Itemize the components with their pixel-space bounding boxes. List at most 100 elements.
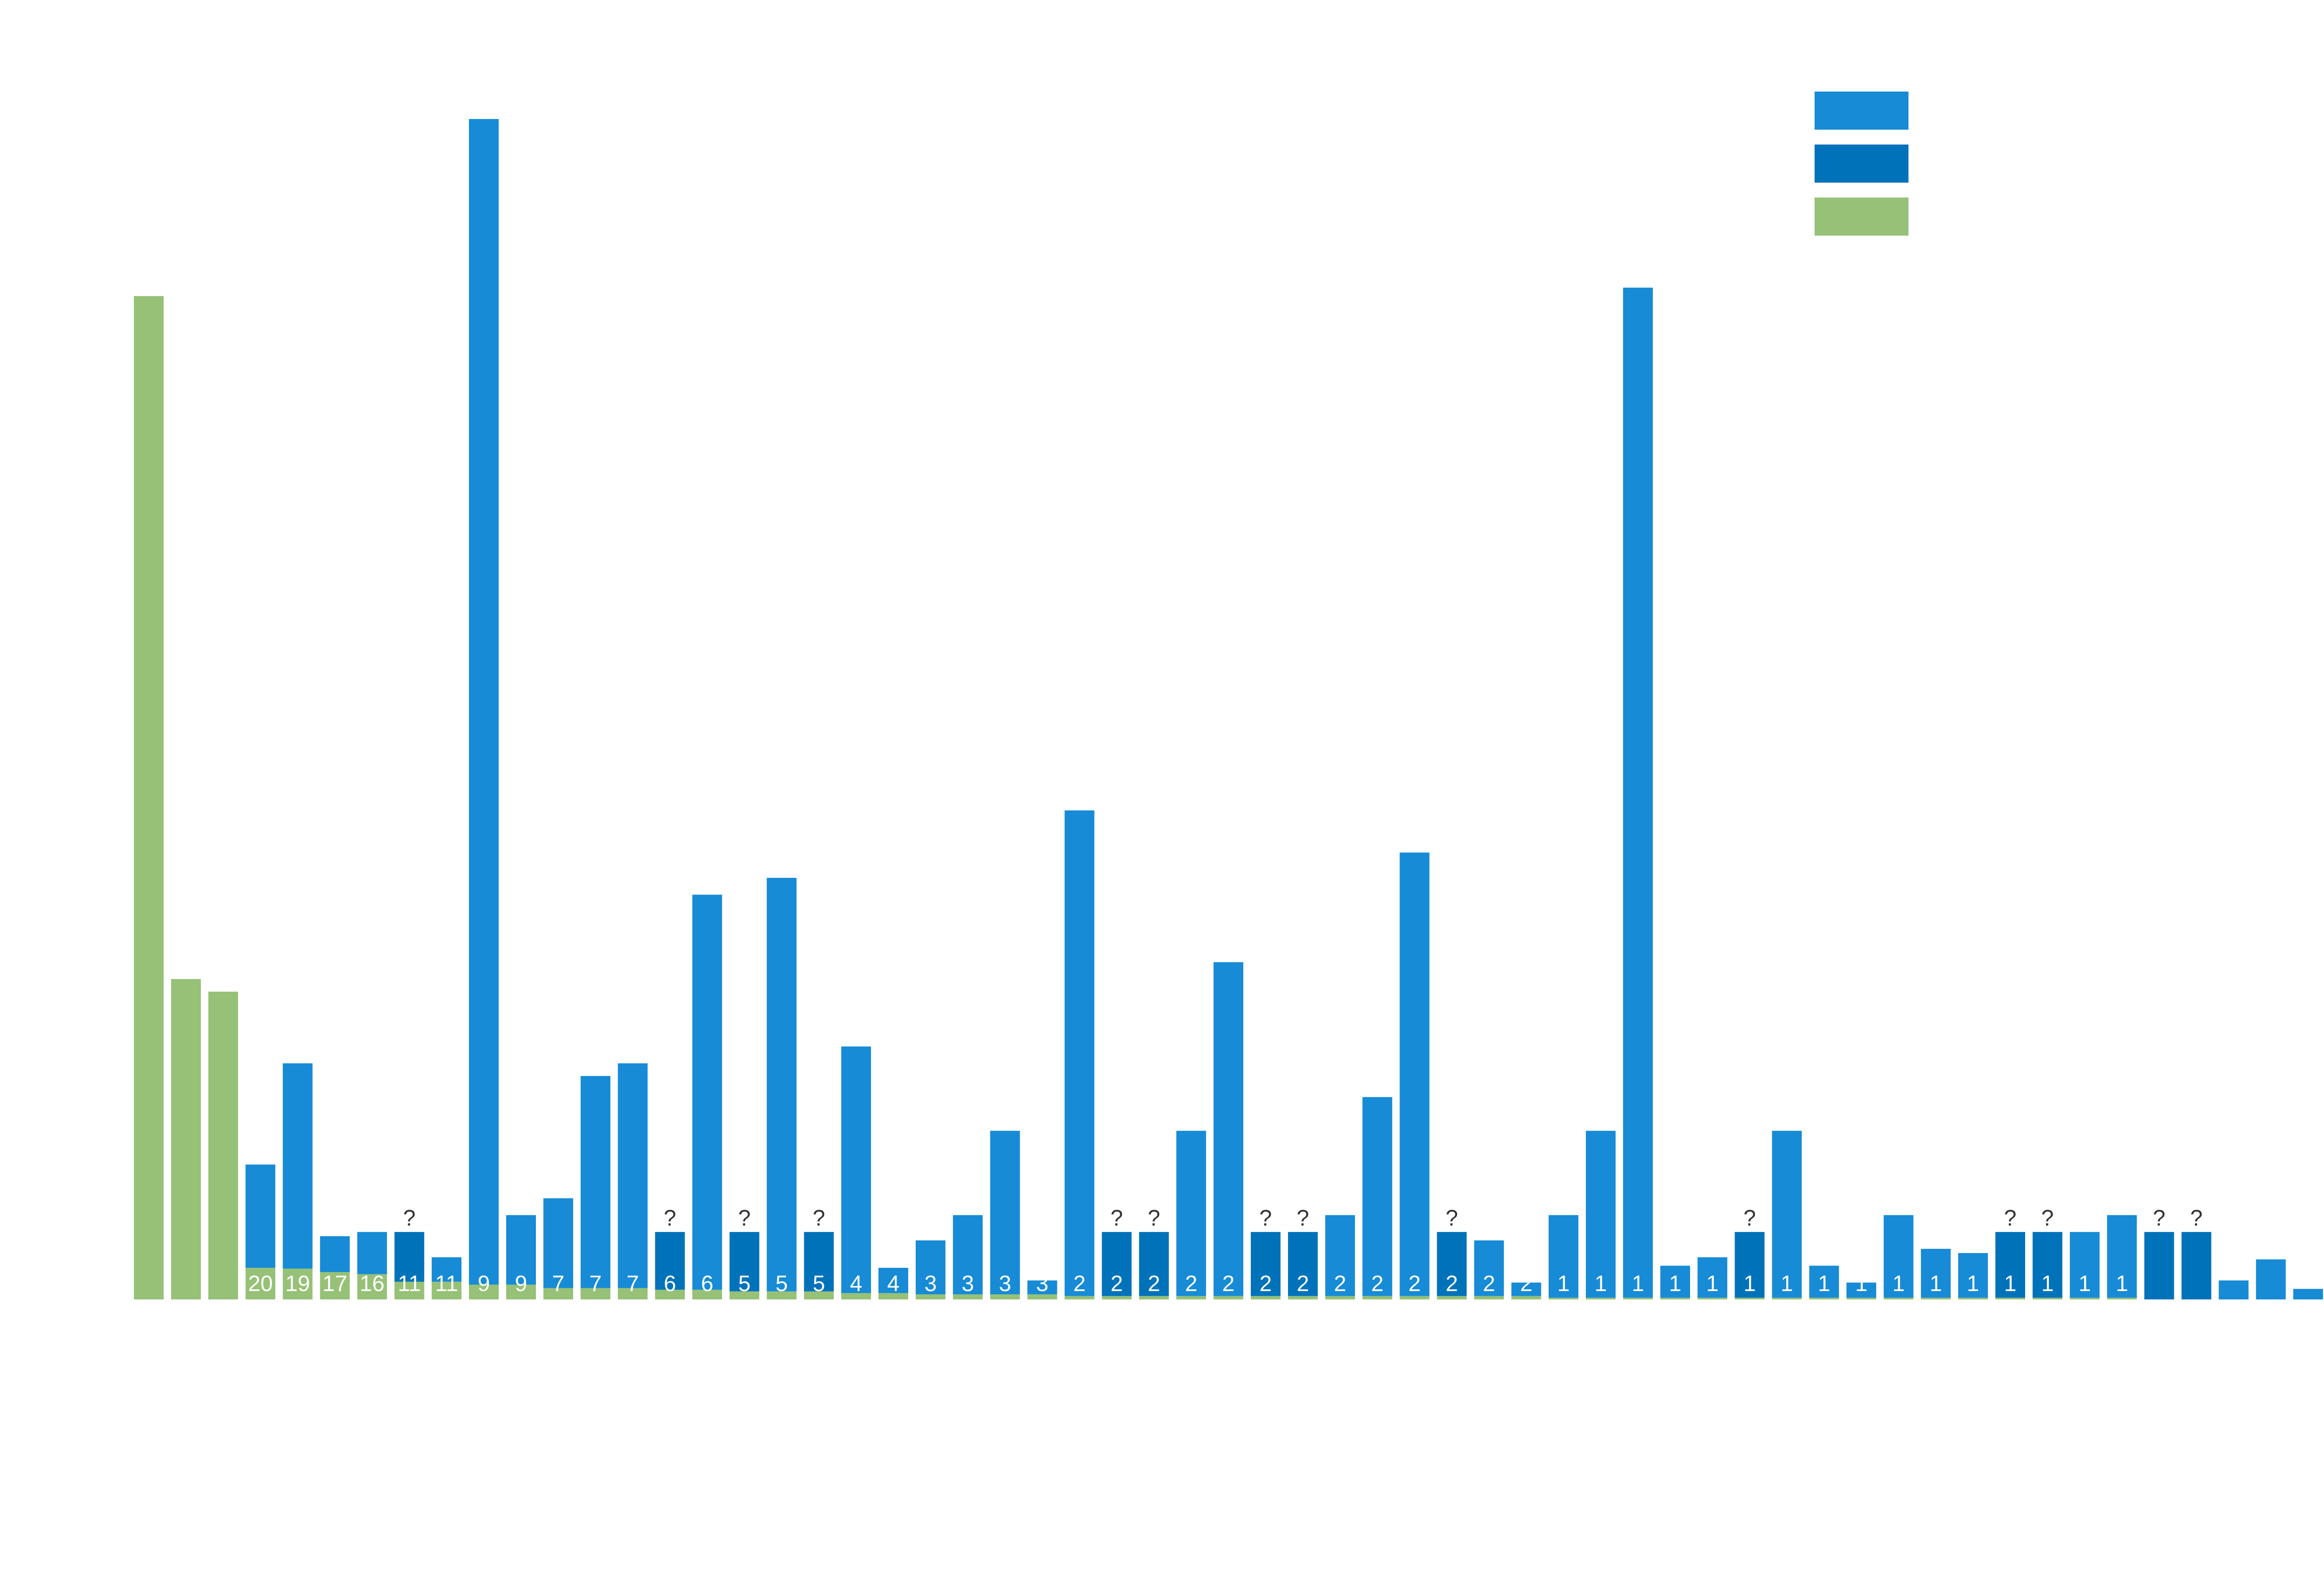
bar-value-label: 2 <box>1110 1272 1123 1296</box>
unknown-value-marker: ? <box>812 1206 825 1231</box>
bar-segment-blue <box>1362 1097 1393 1296</box>
bar-value-label: 2 <box>1520 1272 1532 1296</box>
bar-value-label: 1 <box>1967 1272 1980 1296</box>
bar-segment-green <box>2070 1298 2100 1299</box>
bar-segment-green <box>320 1272 350 1299</box>
bar-7: 16 <box>357 1232 387 1299</box>
bar-segment-blue <box>245 1164 276 1268</box>
bar-segment-blue <box>1400 852 1430 1296</box>
bar-segment-blue <box>1437 1232 1467 1296</box>
bar-segment-green <box>2107 1298 2137 1299</box>
bar-value-label: 20 <box>248 1272 273 1296</box>
bar-45: 1 <box>1772 1131 1802 1299</box>
bar-26: 2 <box>1064 810 1095 1299</box>
bar-segment-green <box>245 1267 276 1299</box>
bar-segment-blue <box>1548 1215 1578 1298</box>
bar-segment-green <box>1176 1296 1206 1299</box>
bar-14: 7 <box>618 1063 648 1299</box>
bar-segment-green <box>953 1294 983 1299</box>
bar-12: 7 <box>543 1198 574 1299</box>
bar-segment-green <box>394 1281 424 1299</box>
bar-51: 1? <box>1995 1206 2025 1299</box>
bar-segment-green <box>1809 1298 1839 1299</box>
bar-segment-green <box>841 1293 871 1299</box>
bar-segment-blue <box>1102 1232 1132 1296</box>
bar-segment-blue <box>1660 1265 1690 1298</box>
bar-23: 3 <box>953 1215 983 1299</box>
bar-segment-green <box>431 1281 462 1299</box>
bar-segment-blue <box>692 895 722 1290</box>
bar-segment-green <box>1437 1296 1467 1299</box>
bar-segment-blue <box>766 877 797 1292</box>
bar-segment-green <box>543 1288 574 1299</box>
bar-segment-blue <box>729 1232 759 1292</box>
bar-value-label: 1 <box>1743 1272 1756 1296</box>
bar-segment-blue <box>1251 1232 1281 1296</box>
bar-segment-green <box>766 1291 797 1299</box>
bar-segment-green <box>134 296 164 1299</box>
bar-segment-green <box>1660 1298 1690 1299</box>
bar-20: 4 <box>841 1046 871 1299</box>
bar-segment-green <box>1883 1298 1914 1299</box>
bar-37: 2 <box>1474 1240 1504 1299</box>
bar-value-label: 17 <box>323 1272 347 1296</box>
bar-segment-green <box>990 1294 1020 1299</box>
bar-29: 2 <box>1176 1131 1206 1299</box>
bar-segment-blue <box>1064 810 1095 1296</box>
bar-value-label: 3 <box>1036 1272 1049 1296</box>
bar-segment-blue <box>1511 1282 1541 1296</box>
bar-segment-blue <box>2033 1232 2063 1298</box>
bar-value-label: 2 <box>1446 1272 1458 1296</box>
bar-segment-blue <box>2181 1232 2212 1299</box>
bar-value-label: 11 <box>435 1272 458 1296</box>
unknown-value-marker: ? <box>2004 1206 2017 1231</box>
legend-swatch-2 <box>1815 145 1908 183</box>
bar-segment-blue <box>2256 1259 2286 1299</box>
bar-segment-blue <box>1958 1253 1988 1298</box>
bar-segment-green <box>1623 1298 1653 1299</box>
bar-value-label: 19 <box>285 1272 310 1296</box>
bar-value-label: 1 <box>1669 1272 1682 1296</box>
bar-value-label: 3 <box>924 1272 937 1296</box>
bar-segment-blue <box>1213 962 1243 1296</box>
bar-15: 6? <box>655 1206 685 1299</box>
bar-25: 3 <box>1027 1272 1057 1299</box>
bar-value-label: 3 <box>962 1272 974 1296</box>
bar-value-label: 1 <box>1632 1272 1644 1296</box>
bar-3 <box>208 991 238 1299</box>
bar-segment-green <box>1958 1298 1988 1299</box>
bar-segment-blue <box>1697 1257 1728 1298</box>
bar-segment-blue <box>878 1267 908 1293</box>
bar-value-label: 4 <box>850 1272 863 1296</box>
bar-11: 9 <box>506 1215 536 1299</box>
bar-value-label: 1 <box>1557 1272 1570 1296</box>
bar-44: 1? <box>1735 1206 1765 1299</box>
bar-segment-blue <box>1288 1232 1318 1296</box>
bar-segment-green <box>1846 1298 1876 1299</box>
bar-segment-green <box>1548 1298 1578 1299</box>
bar-22: 3 <box>916 1240 946 1299</box>
bar-value-label: 3 <box>999 1272 1011 1296</box>
bar-segment-blue <box>283 1063 313 1269</box>
bar-40: 1 <box>1585 1131 1616 1299</box>
bar-value-label: 9 <box>478 1272 490 1296</box>
bar-value-label: 5 <box>775 1272 788 1296</box>
bar-segment-blue <box>320 1236 350 1272</box>
unknown-value-marker: ? <box>664 1206 676 1231</box>
bar-value-label: 2 <box>1073 1272 1086 1296</box>
bar-value-label: 1 <box>1818 1272 1830 1296</box>
bar-segment-blue <box>2070 1232 2100 1298</box>
bar-6: 17 <box>320 1236 350 1299</box>
bar-value-label: 1 <box>1706 1272 1719 1296</box>
bar-36: 2? <box>1437 1206 1467 1299</box>
bar-segment-green <box>729 1291 759 1299</box>
bar-value-label: 2 <box>1260 1272 1272 1296</box>
bar-segment-blue <box>506 1215 536 1285</box>
bar-segment-green <box>1921 1298 1951 1299</box>
bar-segment-green <box>692 1290 722 1299</box>
bar-30: 2 <box>1213 962 1243 1299</box>
bar-segment-green <box>618 1288 648 1299</box>
bar-value-label: 16 <box>360 1272 384 1296</box>
bar-value-label: 9 <box>515 1272 528 1296</box>
bar-27: 2? <box>1102 1206 1132 1299</box>
